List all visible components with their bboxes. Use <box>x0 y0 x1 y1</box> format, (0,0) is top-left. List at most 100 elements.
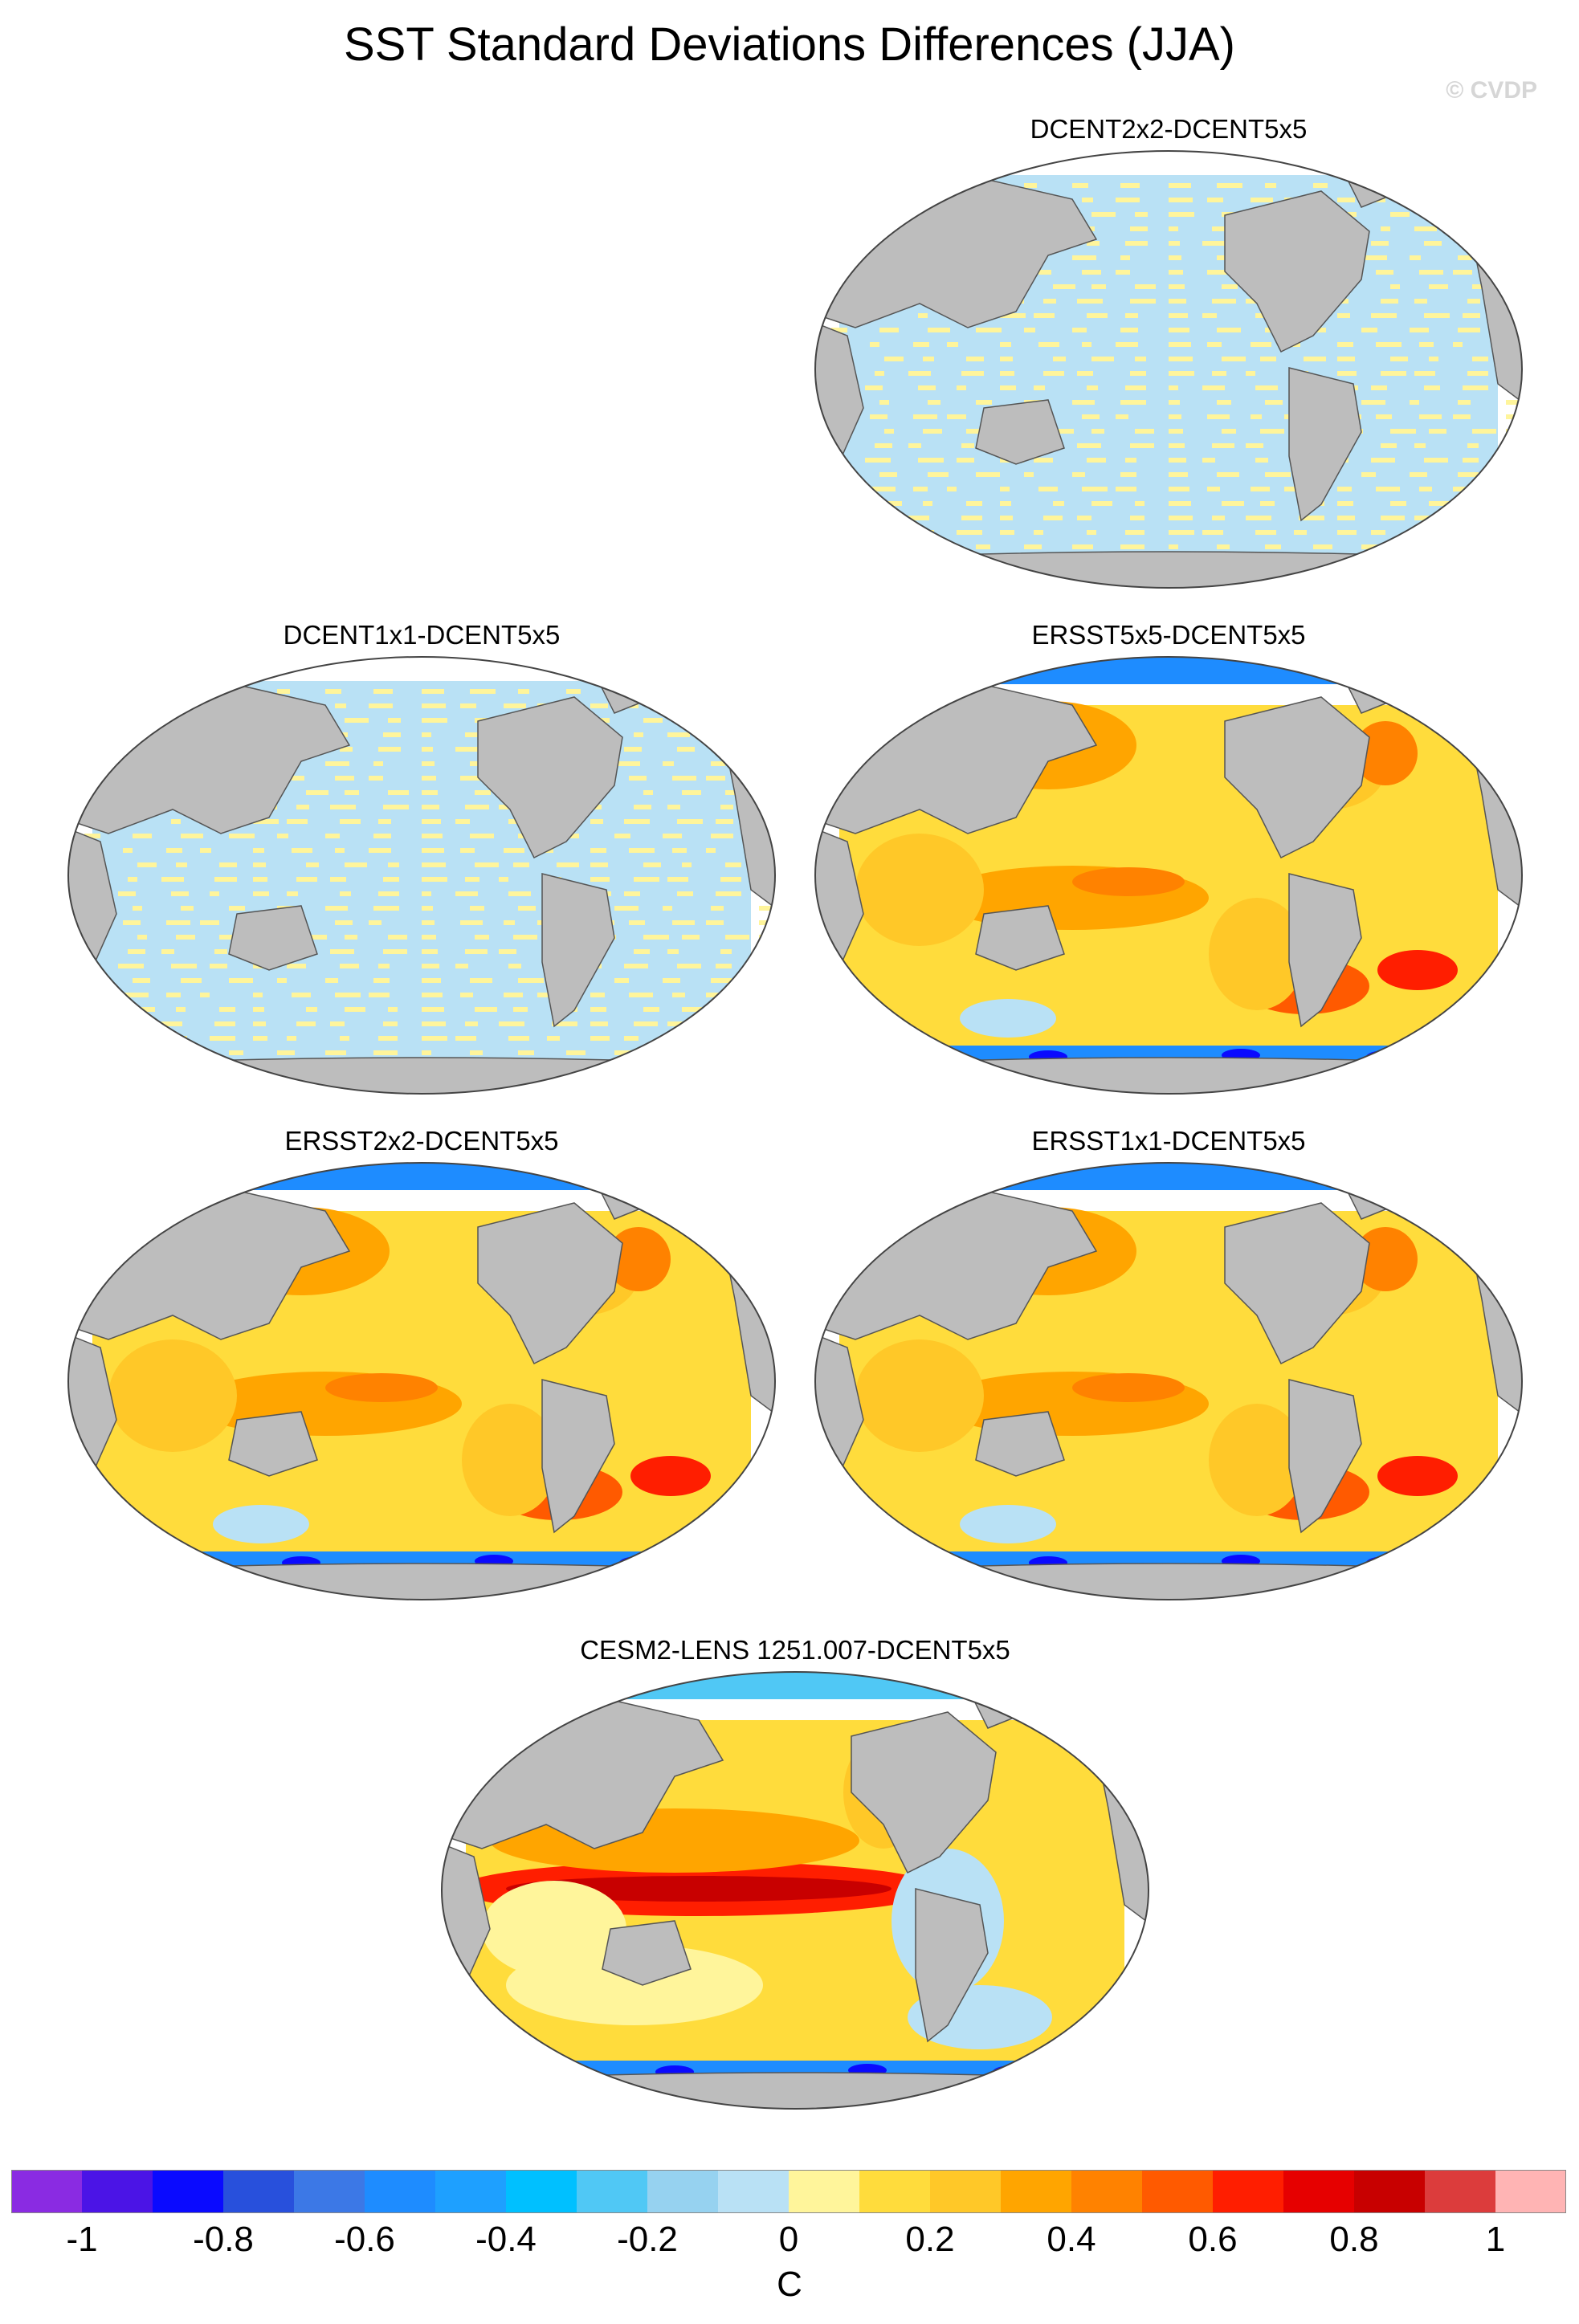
panel-title: DCENT1x1-DCENT5x5 <box>283 620 561 650</box>
grid-streak <box>552 1021 577 1026</box>
grid-streak <box>1125 530 1144 535</box>
grid-streak <box>1251 198 1273 202</box>
grid-streak <box>118 1036 134 1041</box>
grid-streak <box>725 718 743 723</box>
grid-streak <box>181 1050 192 1055</box>
grid-streak <box>133 906 142 911</box>
grid-streak <box>720 732 743 737</box>
anomaly-blob <box>1377 950 1458 990</box>
grid-streak <box>672 993 685 997</box>
grid-streak <box>614 761 640 766</box>
grid-streak <box>1424 385 1440 390</box>
grid-streak <box>1120 544 1144 549</box>
grid-streak <box>84 703 104 708</box>
grid-streak <box>1043 299 1056 304</box>
grid-streak <box>292 776 304 781</box>
grid-streak <box>672 1065 693 1070</box>
grid-streak <box>1246 443 1263 448</box>
grid-streak <box>253 1007 264 1012</box>
map-border <box>67 656 776 1095</box>
grid-streak <box>84 718 105 723</box>
grid-streak <box>831 516 851 520</box>
grid-streak <box>1381 443 1397 448</box>
grid-streak <box>1120 328 1138 332</box>
grid-streak <box>161 1021 182 1026</box>
grid-streak <box>913 559 936 564</box>
grid-streak <box>1390 429 1416 434</box>
grid-streak <box>128 877 137 882</box>
grid-streak <box>677 891 693 896</box>
grid-streak <box>1222 501 1244 506</box>
grid-streak <box>373 906 399 911</box>
grid-streak <box>340 819 361 824</box>
grid-streak <box>373 1050 398 1055</box>
grid-streak <box>1255 458 1268 463</box>
grid-streak <box>470 906 484 911</box>
map-panel-ersst2x2: ERSST2x2-DCENT5x5 <box>48 1126 795 1616</box>
grid-streak <box>870 487 896 491</box>
strong-negative-spot <box>1366 1050 1405 1063</box>
grid-streak <box>460 703 476 708</box>
grid-streak <box>663 834 682 838</box>
grid-streak <box>1506 400 1522 405</box>
grid-streak <box>1390 212 1410 217</box>
grid-streak <box>1053 501 1064 506</box>
map-border <box>814 656 1523 1095</box>
grid-streak <box>330 805 356 809</box>
grid-streak <box>961 516 982 520</box>
grid-streak <box>1381 226 1390 231</box>
grid-streak <box>1207 342 1222 347</box>
grid-streak <box>706 848 716 853</box>
grid-streak <box>518 978 544 983</box>
grid-streak <box>1034 458 1053 463</box>
grid-streak <box>1207 270 1231 275</box>
grid-streak <box>831 212 852 217</box>
strong-negative-spot <box>993 2065 1031 2078</box>
anomaly-blob <box>960 999 1056 1038</box>
grid-streak <box>913 198 931 202</box>
colorbar-swatch <box>577 2170 648 2213</box>
grid-streak <box>957 458 974 463</box>
grid-streak <box>624 891 640 896</box>
colorbar-tick-label: -0.2 <box>617 2220 678 2259</box>
grid-streak <box>1212 443 1234 448</box>
grid-streak <box>634 1021 658 1026</box>
grid-streak <box>1169 530 1194 535</box>
grid-streak <box>229 834 255 838</box>
grid-streak <box>1217 400 1231 405</box>
grid-streak <box>590 703 608 708</box>
grid-streak <box>455 747 479 752</box>
grid-streak <box>725 935 749 940</box>
grid-streak <box>1337 342 1353 347</box>
land-mass <box>1224 1202 1370 1365</box>
grid-streak <box>831 501 849 506</box>
grid-streak <box>1212 299 1236 304</box>
grid-streak <box>672 920 695 925</box>
grid-streak <box>388 1007 398 1012</box>
grid-streak <box>547 1036 560 1041</box>
grid-streak <box>1000 530 1014 535</box>
grid-streak <box>1410 183 1430 188</box>
grid-streak <box>369 703 393 708</box>
grid-streak <box>460 920 483 925</box>
arctic-negative-band <box>253 1163 622 1190</box>
grid-streak <box>229 906 245 911</box>
grid-streak <box>1217 183 1242 188</box>
colorbar-tick-label: -1 <box>66 2220 98 2259</box>
grid-streak <box>422 1021 446 1026</box>
grid-streak <box>1414 299 1427 304</box>
grid-streak <box>465 732 481 737</box>
grid-streak <box>1381 371 1406 376</box>
grid-streak <box>1453 414 1471 419</box>
grid-streak <box>1072 328 1087 332</box>
grid-streak <box>629 993 653 997</box>
grid-streak <box>383 1021 398 1026</box>
grid-streak <box>1135 429 1154 434</box>
colorbar-swatch <box>1283 2170 1355 2213</box>
grid-streak <box>1424 313 1450 318</box>
grid-streak <box>470 689 496 694</box>
grid-streak <box>966 357 984 361</box>
grid-streak <box>1169 385 1178 390</box>
land-mass <box>838 1057 1499 1094</box>
grid-streak <box>1419 270 1443 275</box>
